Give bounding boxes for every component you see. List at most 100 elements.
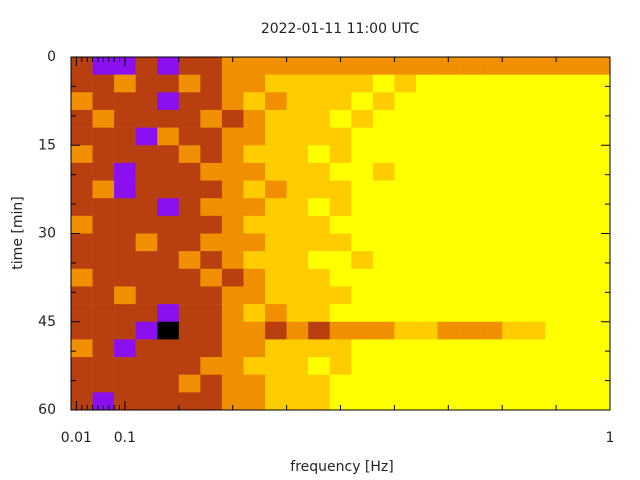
heatmap-cell — [178, 109, 201, 128]
heatmap-cell — [92, 286, 115, 305]
heatmap-cell — [566, 198, 589, 217]
heatmap-cell — [459, 198, 481, 217]
heatmap-cell — [92, 251, 115, 270]
heatmap-cell — [265, 233, 287, 252]
heatmap-cell — [372, 74, 395, 93]
heatmap-cell — [92, 374, 115, 393]
heatmap-cell — [459, 392, 481, 411]
heatmap-cell — [588, 251, 611, 270]
heatmap-cell — [437, 127, 460, 146]
heatmap-cell — [480, 92, 503, 111]
heatmap-cell — [135, 304, 158, 323]
heatmap-cell — [329, 74, 352, 93]
heatmap-cell — [437, 92, 460, 111]
heatmap-cell — [415, 251, 438, 270]
heatmap-cell — [372, 268, 395, 287]
heatmap-cell — [415, 92, 438, 111]
heatmap-cell — [588, 109, 611, 128]
heatmap-cell — [221, 145, 244, 164]
heatmap-cell — [459, 374, 481, 393]
heatmap-cell — [588, 233, 611, 252]
heatmap-cell — [114, 339, 136, 358]
heatmap-cell — [329, 268, 352, 287]
heatmap-cell — [243, 74, 266, 93]
heatmap-cell — [502, 57, 525, 75]
heatmap-cell — [588, 92, 611, 111]
heatmap-cell — [437, 268, 460, 287]
heatmap-cell — [459, 251, 481, 270]
x-tick-label: 0.01 — [61, 430, 92, 446]
heatmap-cell — [243, 57, 266, 75]
heatmap-cell — [459, 109, 481, 128]
heatmap-cell — [437, 286, 460, 305]
heatmap-cell — [135, 215, 158, 234]
heatmap-cell — [480, 251, 503, 270]
heatmap-cell — [178, 57, 201, 75]
heatmap-cell — [394, 339, 417, 358]
heatmap-cell — [502, 74, 525, 93]
heatmap-cell — [351, 357, 374, 375]
heatmap-cell — [71, 74, 93, 93]
heatmap-cell — [415, 198, 438, 217]
heatmap-cell — [200, 74, 223, 93]
heatmap-cell — [459, 57, 481, 75]
heatmap-cell — [523, 180, 546, 199]
heatmap-cell — [308, 162, 331, 181]
heatmap-cell — [329, 233, 352, 252]
heatmap-cell — [157, 92, 180, 111]
heatmap-cell — [92, 233, 115, 252]
heatmap-cell — [394, 233, 417, 252]
y-tick-label: 15 — [38, 137, 56, 153]
heatmap-cell — [221, 198, 244, 217]
heatmap-cell — [523, 127, 546, 146]
heatmap-cell — [415, 374, 438, 393]
heatmap-cell — [372, 92, 395, 111]
heatmap-cell — [178, 127, 201, 146]
heatmap-cell — [157, 145, 180, 164]
heatmap-cell — [523, 357, 546, 375]
heatmap-cell — [588, 304, 611, 323]
heatmap-cell — [566, 286, 589, 305]
heatmap-cell — [502, 109, 525, 128]
heatmap-cell — [588, 286, 611, 305]
heatmap-cell — [265, 392, 287, 411]
heatmap-cell — [459, 339, 481, 358]
heatmap-cell — [71, 180, 93, 199]
heatmap-cell — [437, 180, 460, 199]
heatmap-cell — [308, 127, 331, 146]
heatmap-cell — [308, 215, 331, 234]
heatmap-cell — [114, 109, 136, 128]
heatmap-cell — [178, 74, 201, 93]
heatmap-cell — [329, 198, 352, 217]
heatmap-cell — [178, 198, 201, 217]
heatmap-cell — [459, 127, 481, 146]
y-tick-label: 60 — [38, 402, 56, 418]
heatmap-cell — [545, 74, 568, 93]
y-axis-label: time [min] — [10, 196, 26, 269]
heatmap-cell — [523, 92, 546, 111]
heatmap-cell — [502, 268, 525, 287]
heatmap-cell — [545, 198, 568, 217]
heatmap-cell — [92, 92, 115, 111]
heatmap-cell — [200, 145, 223, 164]
heatmap-cell — [459, 357, 481, 375]
heatmap-cell — [157, 321, 180, 340]
heatmap-cell — [545, 92, 568, 111]
y-tick-label: 0 — [47, 49, 56, 65]
heatmap-cell — [329, 304, 352, 323]
heatmap-cell — [308, 251, 331, 270]
heatmap-cell — [200, 321, 223, 340]
heatmap-cell — [351, 304, 374, 323]
heatmap-cell — [329, 92, 352, 111]
heatmap-cell — [588, 198, 611, 217]
heatmap-cell — [480, 357, 503, 375]
heatmap-cell — [71, 268, 93, 287]
heatmap-cell — [394, 74, 417, 93]
heatmap-cell — [92, 127, 115, 146]
heatmap-cell — [286, 374, 309, 393]
heatmap-cell — [372, 392, 395, 411]
heatmap-cell — [437, 304, 460, 323]
heatmap-cell — [135, 162, 158, 181]
heatmap-cell — [588, 339, 611, 358]
heatmap-cell — [114, 357, 136, 375]
